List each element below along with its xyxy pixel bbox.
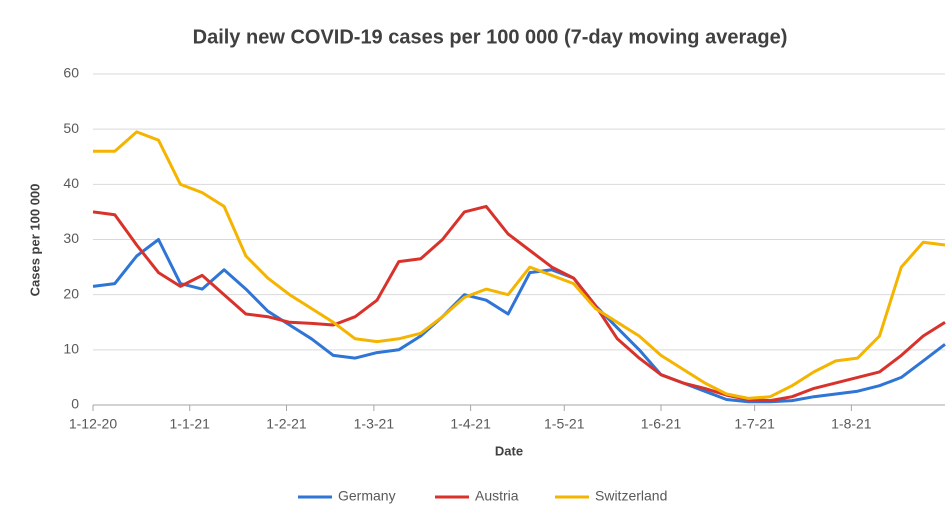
series-line bbox=[92, 238, 946, 404]
series-line bbox=[92, 204, 946, 403]
legend-label: Germany bbox=[338, 488, 396, 504]
x-tick-label: 1-3-21 bbox=[354, 416, 395, 432]
y-axis-title: Cases per 100 000 bbox=[27, 184, 42, 297]
x-tick-label: 1-6-21 bbox=[641, 416, 682, 432]
y-tick-label: 40 bbox=[63, 175, 79, 191]
x-tick-label: 1-7-21 bbox=[734, 416, 775, 432]
series-line bbox=[93, 130, 946, 400]
x-tick-label: 1-12-20 bbox=[69, 416, 117, 432]
y-tick-label: 30 bbox=[63, 230, 79, 246]
x-tick-label: 1-8-21 bbox=[831, 416, 872, 432]
y-tick-label: 50 bbox=[63, 120, 79, 136]
y-tick-label: 10 bbox=[63, 341, 79, 357]
x-tick-label: 1-5-21 bbox=[544, 416, 585, 432]
chart-title: Daily new COVID-19 cases per 100 000 (7-… bbox=[193, 26, 788, 48]
legend-label: Austria bbox=[475, 488, 519, 504]
x-tick-label: 1-4-21 bbox=[450, 416, 491, 432]
x-axis-title: Date bbox=[495, 443, 523, 458]
x-tick-label: 1-1-21 bbox=[170, 416, 211, 432]
x-tick-label: 1-2-21 bbox=[266, 416, 307, 432]
y-tick-label: 60 bbox=[63, 65, 79, 81]
y-tick-label: 20 bbox=[63, 285, 79, 301]
y-tick-label: 0 bbox=[71, 396, 79, 412]
legend-label: Switzerland bbox=[595, 488, 667, 504]
